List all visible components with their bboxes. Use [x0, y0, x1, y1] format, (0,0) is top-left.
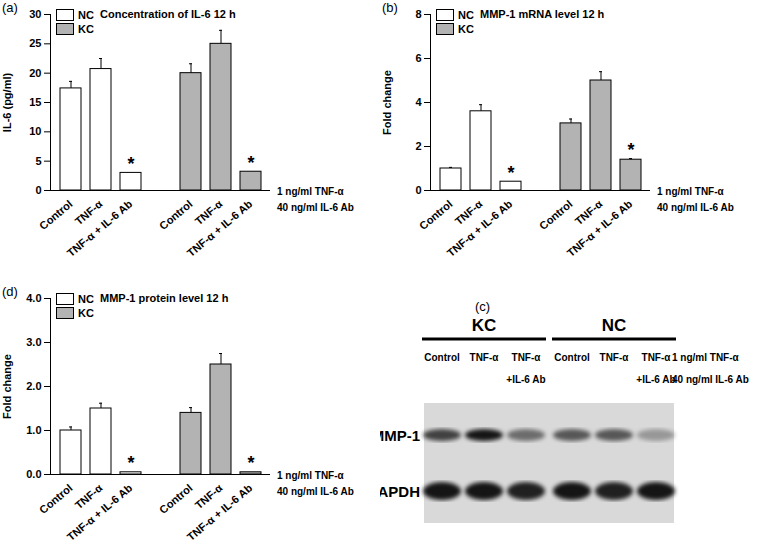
svg-text:0.0: 0.0	[26, 468, 41, 480]
svg-text:1.0: 1.0	[26, 424, 41, 436]
svg-text:Control: Control	[37, 198, 75, 232]
svg-text:TNF-α + IL-6 Ab: TNF-α + IL-6 Ab	[65, 481, 135, 543]
svg-text:15: 15	[29, 96, 41, 108]
svg-text:GAPDH: GAPDH	[380, 483, 420, 500]
svg-text:(c): (c)	[475, 299, 490, 314]
svg-text:25: 25	[29, 37, 41, 49]
html-text:(a): (a)	[2, 0, 18, 15]
svg-text:TNF-α: TNF-α	[512, 352, 542, 363]
html-text:KC: KC	[78, 23, 94, 35]
svg-text:*: *	[507, 163, 514, 183]
svg-text:2: 2	[415, 140, 421, 152]
svg-text:TNF-α: TNF-α	[470, 352, 500, 363]
svg-text:KC: KC	[472, 316, 497, 335]
svg-text:40 ng/ml IL-6 Ab: 40 ng/ml IL-6 Ab	[672, 374, 749, 385]
svg-text:TNF-α + IL-6 Ab: TNF-α + IL-6 Ab	[185, 481, 255, 543]
svg-text:TNF-α + IL-6 Ab: TNF-α + IL-6 Ab	[65, 197, 135, 259]
svg-text:Control: Control	[37, 482, 75, 516]
svg-text:*: *	[627, 140, 634, 160]
html-text:KC: KC	[458, 23, 474, 35]
html-text:40 ng/ml IL-6 Ab: 40 ng/ml IL-6 Ab	[277, 486, 354, 497]
svg-text:2.0: 2.0	[26, 380, 41, 392]
svg-text:0: 0	[35, 184, 41, 196]
svg-text:30: 30	[29, 8, 41, 20]
svg-text:+IL-6 Ab: +IL-6 Ab	[506, 374, 545, 385]
html-text:40 ng/ml IL-6 Ab: 40 ng/ml IL-6 Ab	[657, 202, 734, 213]
svg-text:20: 20	[29, 67, 41, 79]
html-text:(d): (d)	[2, 284, 18, 299]
svg-text:10: 10	[29, 125, 41, 137]
html-text:1 ng/ml TNF-α: 1 ng/ml TNF-α	[657, 186, 724, 197]
html-text:NC: NC	[78, 9, 94, 21]
svg-text:*: *	[247, 453, 254, 473]
html-text:MMP-1 protein level 12 h: MMP-1 protein level 12 h	[100, 292, 229, 304]
html-text:(b): (b)	[382, 0, 398, 15]
svg-text:1 ng/ml TNF-α: 1 ng/ml TNF-α	[672, 352, 740, 363]
svg-text:Fold change: Fold change	[381, 70, 393, 135]
svg-text:4.0: 4.0	[26, 292, 41, 304]
svg-text:Control: Control	[157, 482, 195, 516]
svg-text:6: 6	[415, 52, 421, 64]
html-text:Concentration of IL-6 12 h: Concentration of IL-6 12 h	[100, 8, 236, 20]
svg-text:TNF-α: TNF-α	[600, 352, 630, 363]
html-text:NC: NC	[78, 293, 94, 305]
svg-text:*: *	[247, 153, 254, 173]
html-text:40 ng/ml IL-6 Ab: 40 ng/ml IL-6 Ab	[277, 202, 354, 213]
svg-text:TNF-α + IL-6 Ab: TNF-α + IL-6 Ab	[185, 197, 255, 259]
svg-text:Control: Control	[424, 352, 460, 363]
html-text:1 ng/ml TNF-α: 1 ng/ml TNF-α	[277, 470, 344, 481]
svg-text:3.0: 3.0	[26, 336, 41, 348]
svg-text:TNF-α + IL-6 Ab: TNF-α + IL-6 Ab	[445, 197, 515, 259]
svg-text:Control: Control	[537, 198, 575, 232]
html-text:MMP-1 mRNA level 12 h: MMP-1 mRNA level 12 h	[480, 8, 605, 20]
svg-text:*: *	[127, 154, 134, 174]
html-text:NC: NC	[458, 9, 474, 21]
svg-text:NC: NC	[602, 316, 627, 335]
html-text:1 ng/ml TNF-α: 1 ng/ml TNF-α	[277, 186, 344, 197]
html-text:KC: KC	[78, 307, 94, 319]
svg-text:IL-6 (pg/ml): IL-6 (pg/ml)	[1, 73, 13, 133]
svg-text:Control: Control	[554, 352, 590, 363]
svg-text:+IL-6 Ab: +IL-6 Ab	[636, 374, 675, 385]
svg-text:Control: Control	[157, 198, 195, 232]
svg-text:5: 5	[35, 155, 41, 167]
svg-text:8: 8	[415, 8, 421, 20]
svg-text:TNF-α + IL-6 Ab: TNF-α + IL-6 Ab	[565, 197, 635, 259]
svg-text:*: *	[127, 453, 134, 473]
svg-text:TNF-α: TNF-α	[642, 352, 672, 363]
svg-text:4: 4	[415, 96, 422, 108]
svg-text:Control: Control	[417, 198, 455, 232]
svg-text:MMP-1: MMP-1	[380, 427, 420, 444]
svg-text:Fold change: Fold change	[1, 354, 13, 419]
svg-text:0: 0	[415, 184, 421, 196]
